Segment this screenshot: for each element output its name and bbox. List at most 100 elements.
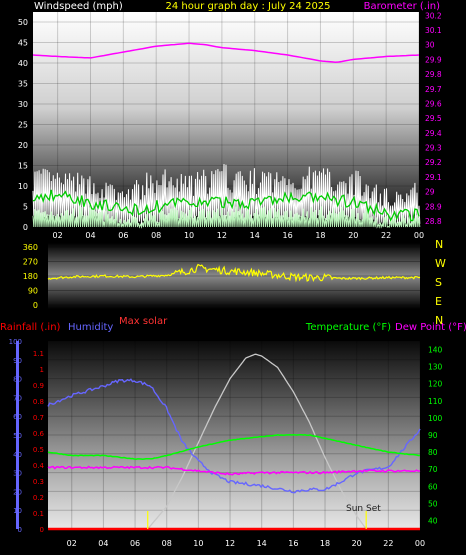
direction-y-tick-label: 90 [28, 287, 38, 296]
temp-x-tick-label: 22 [383, 539, 393, 548]
sunset-label: Sun Set [346, 504, 381, 514]
rain-y-tick-label: 0.7 [33, 414, 44, 422]
temp-x-tick-label: 10 [193, 539, 203, 548]
barometer-y-tick-label: 30 [425, 41, 435, 50]
wind-y-tick-label: 50 [18, 18, 28, 27]
temperature-y-tick-label: 50 [428, 499, 438, 508]
wind-y-tick-label: 40 [18, 59, 28, 68]
barometer-y-tick-label: 30.2 [425, 11, 442, 20]
humidity-y-ticks: 0102030405060708090100 [9, 338, 22, 534]
temperature-y-tick-label: 110 [428, 397, 443, 406]
temp-x-ticks: 02 04 06 08 10 12 14 16 18 20 22 00 [67, 539, 425, 548]
barometer-y-tick-label: 28.8 [425, 217, 442, 226]
wind-x-tick-label: 22 [381, 231, 391, 240]
dewpoint-axis-label: Dew Point (°F) [395, 322, 466, 333]
barometer-y-tick-label: 28.9 [425, 202, 442, 211]
barometer-y-tick-label: 29.9 [425, 55, 442, 64]
barometer-y-tick-label: 29.3 [425, 144, 442, 153]
wind-x-tick-label: 18 [315, 231, 325, 240]
temp-x-tick-label: 00 [415, 539, 425, 548]
barometer-y-tick-label: 29.4 [425, 129, 442, 138]
wind-x-tick-label: 12 [217, 231, 227, 240]
temperature-y-ticks: 40 50 60 70 80 90 100 110 120 130 140 [428, 346, 443, 526]
rain-y-tick-label: 0.8 [33, 398, 44, 406]
rain-y-tick-label: 1 [40, 366, 44, 374]
rain-y-tick-label: 1.1 [33, 350, 44, 358]
rain-axis-label: Rainfall (.in) [0, 322, 61, 333]
barometer-y-tick-label: 29 [425, 188, 435, 197]
temperature-y-tick-label: 90 [428, 431, 438, 440]
wind-direction-line [47, 263, 421, 283]
wind-x-tick-label: 04 [85, 231, 95, 240]
wind-barometer-chart: Windspeed (mph) 24 hour graph day : July… [18, 1, 442, 240]
chart-title: 24 hour graph day : July 24 2025 [165, 1, 330, 12]
rain-y-tick-label: 0 [40, 526, 44, 534]
wind-y-tick-label: 25 [18, 121, 28, 130]
barometer-y-tick-label: 30.1 [425, 26, 442, 35]
dewpoint-line [47, 465, 421, 476]
temperature-y-tick-label: 120 [428, 380, 443, 389]
barometer-y-tick-label: 29.5 [425, 114, 442, 123]
humidity-y-tick-label: 100 [9, 338, 22, 346]
wind-y-tick-label: 5 [23, 203, 28, 212]
barometer-y-tick-label: 29.2 [425, 158, 442, 167]
temperature-y-tick-label: 40 [428, 516, 438, 525]
direction-y-tick-label: 180 [23, 272, 38, 281]
wind-x-tick-label: 20 [348, 231, 358, 240]
compass-letter: E [435, 295, 442, 308]
barometer-y-tick-label: 29.7 [425, 85, 442, 94]
rain-y-tick-label: 0.5 [33, 446, 44, 454]
wind-y-tick-label: 10 [18, 182, 28, 191]
temp-series [47, 353, 421, 531]
barometer-line [32, 42, 420, 63]
wind-x-tick-label: 06 [118, 231, 128, 240]
barometer-y-ticks: 28.8 28.9 29 29.1 29.2 29.3 29.4 29.5 29.6 29.7 29… [425, 11, 442, 226]
temp-x-tick-label: 14 [257, 539, 267, 548]
temperature-y-tick-label: 60 [428, 482, 438, 491]
wind-x-tick-label: 02 [53, 231, 63, 240]
rain-y-tick-label: 0.9 [33, 382, 44, 390]
temp-plot-area [48, 341, 420, 529]
wind-axis-label: Windspeed (mph) [34, 1, 123, 12]
humidity-line [47, 378, 421, 494]
barometer-y-tick-label: 29.8 [425, 70, 442, 79]
temperature-y-tick-label: 130 [428, 363, 443, 372]
humidity-axis-label: Humidity [68, 322, 113, 333]
direction-series [47, 263, 421, 283]
temp-humidity-chart: 0102030405060708090100 00.10.20.30.40.50… [0, 316, 466, 548]
wind-x-tick-label: 00 [414, 231, 424, 240]
wind-x-tick-label: 14 [250, 231, 260, 240]
temp-x-tick-label: 02 [67, 539, 77, 548]
compass-letter: N [435, 314, 443, 327]
direction-y-tick-label: 360 [23, 243, 38, 252]
wind-x-tick-label: 10 [184, 231, 194, 240]
compass-letter: S [435, 276, 442, 289]
temp-x-tick-label: 06 [130, 539, 140, 548]
wind-y-tick-label: 30 [18, 100, 28, 109]
direction-y-tick-label: 0 [33, 301, 38, 310]
rain-y-tick-label: 0.4 [33, 462, 45, 470]
compass-letter: W [435, 257, 446, 270]
rain-y-tick-label: 0.6 [33, 430, 45, 438]
barometer-y-tick-label: 29.6 [425, 99, 442, 108]
wind-x-tick-label: 08 [151, 231, 161, 240]
temperature-line [47, 434, 421, 460]
temperature-axis-label: Temperature (°F) [305, 322, 391, 333]
humidity-axis-bar [16, 341, 19, 529]
direction-grid [48, 246, 420, 306]
rain-y-tick-label: 0.1 [33, 510, 44, 518]
temp-x-tick-label: 12 [225, 539, 235, 548]
temp-x-tick-label: 08 [162, 539, 172, 548]
humidity-y-tick-label: 0 [18, 526, 22, 534]
wind-y-tick-label: 15 [18, 162, 28, 171]
temp-x-tick-label: 20 [352, 539, 362, 548]
temperature-y-tick-label: 100 [428, 414, 443, 423]
max-solar-line [147, 353, 367, 530]
temperature-y-tick-label: 70 [428, 465, 438, 474]
direction-y-tick-label: 270 [23, 258, 38, 267]
wind-y-tick-label: 0 [23, 223, 28, 232]
wind-average-line [32, 189, 420, 222]
